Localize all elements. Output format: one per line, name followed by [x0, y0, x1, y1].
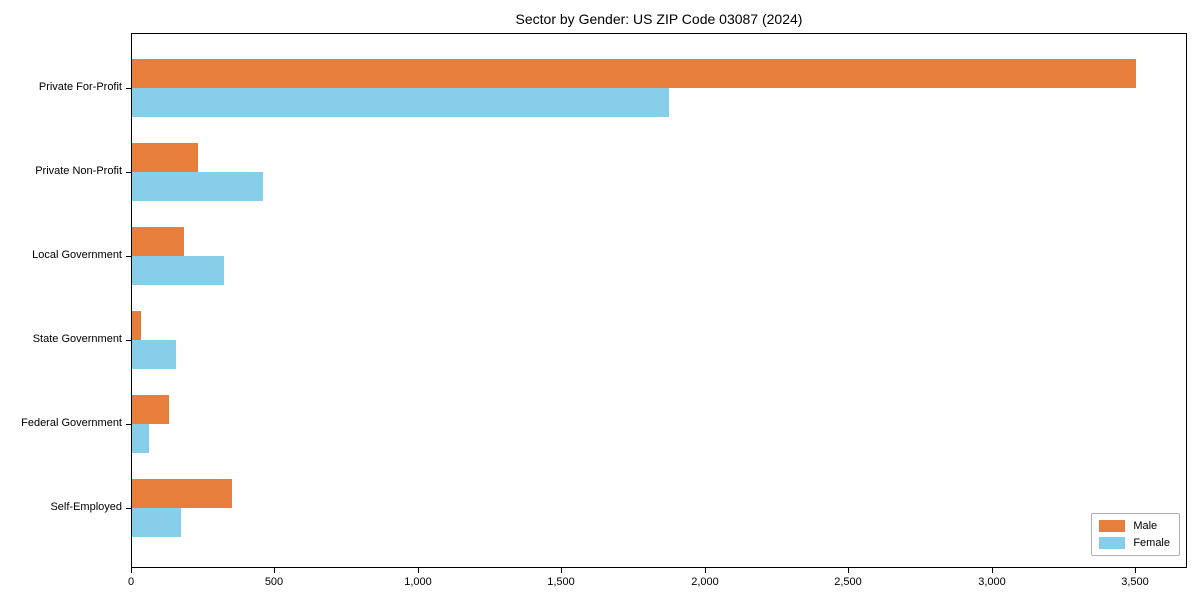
ytick-label-0: Private For-Profit — [38, 81, 122, 93]
xtick-mark-1 — [274, 568, 275, 573]
xtick-mark-7 — [1135, 568, 1136, 573]
xtick-label-3: 1,500 — [547, 576, 575, 588]
chart-title: Sector by Gender: US ZIP Code 03087 (202… — [515, 11, 803, 27]
ytick-label-1: Private Non-Profit — [35, 165, 122, 177]
xtick-label-5: 2,500 — [834, 576, 862, 588]
xtick-label-4: 2,000 — [691, 576, 719, 588]
ytick-label-4: Federal Government — [21, 417, 122, 429]
legend-item-female: Female — [1099, 537, 1170, 549]
xtick-mark-5 — [848, 568, 849, 573]
xtick-mark-3 — [561, 568, 562, 573]
xtick-label-2: 1,000 — [404, 576, 432, 588]
xtick-mark-2 — [418, 568, 419, 573]
xtick-label-1: 500 — [264, 576, 284, 588]
legend-label-male: Male — [1133, 520, 1158, 532]
legend-label-female: Female — [1133, 537, 1170, 549]
xtick-label-7: 3,500 — [1121, 576, 1149, 588]
ytick-label-2: Local Government — [32, 249, 122, 261]
xtick-label-6: 3,000 — [978, 576, 1006, 588]
legend: Male Female — [1091, 513, 1180, 556]
xtick-label-0: 0 — [127, 576, 135, 588]
plot-area: Male Female — [131, 33, 1187, 568]
legend-item-male: Male — [1099, 520, 1170, 532]
female-color-swatch — [1099, 537, 1126, 549]
xtick-mark-6 — [992, 568, 993, 573]
male-color-swatch — [1099, 520, 1126, 532]
xtick-mark-0 — [131, 568, 132, 573]
ytick-label-3: State Government — [32, 333, 122, 345]
xtick-mark-4 — [705, 568, 706, 573]
ytick-label-5: Self-Employed — [50, 501, 122, 513]
